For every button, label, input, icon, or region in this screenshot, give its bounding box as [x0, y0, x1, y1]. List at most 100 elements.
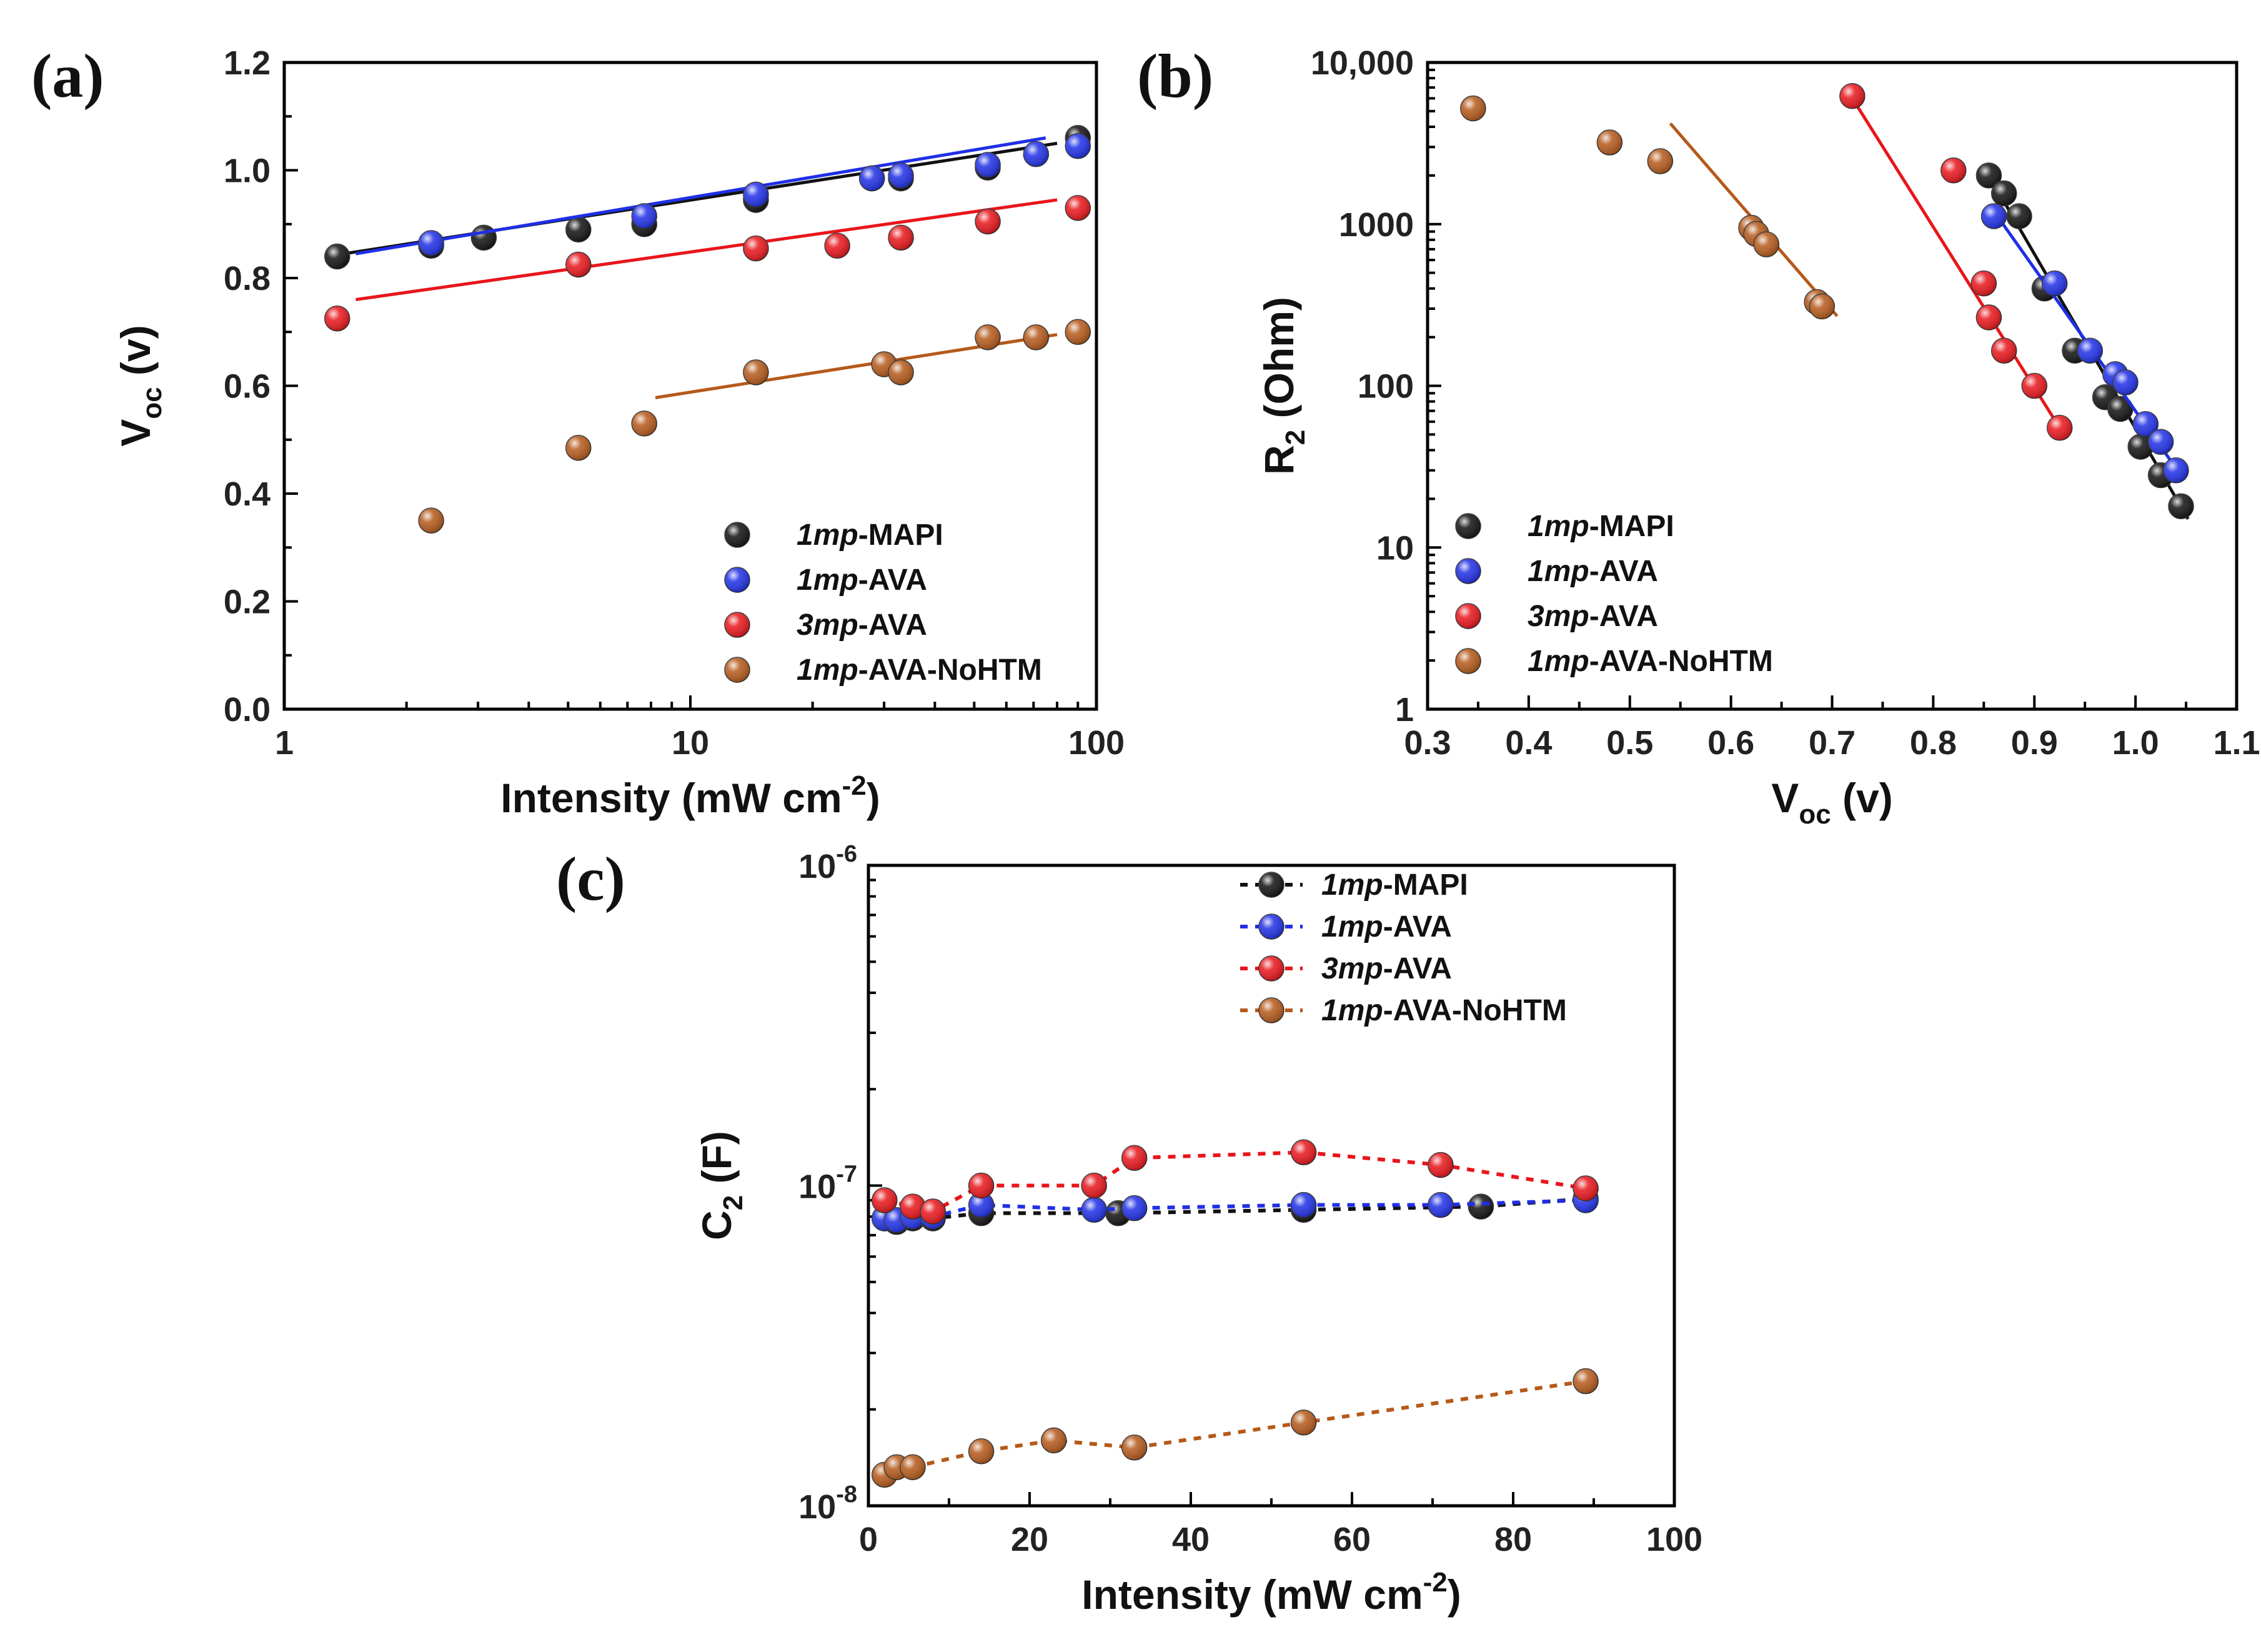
y-tick-label: 100 — [1358, 368, 1414, 406]
data-point — [888, 224, 914, 251]
data-point-shade — [975, 209, 1001, 234]
x-tick-label: 0 — [859, 1521, 878, 1558]
data-point — [631, 203, 657, 229]
x-tick-label: 60 — [1333, 1521, 1371, 1558]
legend: 1mp-MAPI 1mp-AVA 3mp-AVA 1mp-AVA-NoHTM — [1240, 868, 1567, 1027]
x-axis-label: Intensity (mW cm-2) — [500, 770, 880, 821]
fit-line — [1851, 97, 2061, 429]
y-tick-label: 0.6 — [224, 368, 271, 406]
data-point-shade — [1597, 130, 1622, 156]
data-point-shade — [743, 359, 768, 385]
data-point — [1023, 141, 1050, 167]
data-point-shade — [1023, 141, 1049, 167]
legend-marker — [1258, 955, 1285, 982]
data-point-shade — [1065, 319, 1091, 345]
legend-marker — [724, 567, 750, 593]
data-point-shade — [1428, 1192, 1453, 1218]
data-point-shade — [324, 306, 350, 331]
legend-label: 1mp-MAPI — [1528, 510, 1674, 543]
data-point — [1081, 1172, 1107, 1199]
legend-marker — [1258, 997, 1285, 1023]
data-point-shade — [2133, 411, 2159, 437]
data-point-shade — [859, 166, 885, 191]
data-point — [1290, 1192, 1317, 1218]
legend-item: 3mp-AVA — [724, 609, 927, 642]
legend-marker-shade — [725, 657, 750, 682]
data-point-shade — [1468, 1194, 1494, 1220]
data-point — [1990, 180, 2017, 207]
data-point — [1290, 1409, 1317, 1436]
legend: 1mp-MAPI 1mp-AVA 3mp-AVA 1mp-AVA-NoHTM — [724, 519, 1042, 687]
x-tick-label: 0.9 — [2011, 724, 2058, 762]
data-point-shade — [968, 1192, 994, 1218]
data-point — [888, 359, 914, 386]
data-point — [1081, 1197, 1107, 1223]
legend-marker-shade — [1456, 604, 1481, 629]
data-point-shade — [1647, 149, 1673, 174]
fit-line — [355, 198, 1058, 301]
data-point — [888, 162, 914, 189]
data-point — [2168, 493, 2194, 519]
legend-label: 1mp-MAPI — [797, 519, 943, 552]
data-point-shade — [565, 217, 591, 242]
y-tick-label: 1000 — [1339, 206, 1414, 244]
data-point — [2006, 203, 2032, 229]
data-point-shade — [900, 1455, 925, 1480]
data-point-shade — [743, 236, 768, 261]
series-3 — [418, 319, 1091, 534]
x-tick-label: 0.6 — [1707, 724, 1754, 762]
data-point-shade — [1291, 1410, 1316, 1435]
series-2 — [324, 195, 1091, 332]
data-point — [968, 1438, 995, 1465]
legend-marker-shade — [725, 612, 750, 637]
axes-frame — [282, 61, 1098, 711]
data-point-shade — [968, 1173, 994, 1198]
legend-label: 3mp-AVA — [797, 609, 927, 642]
series-1 — [355, 132, 1091, 256]
legend-item: 1mp-AVA-NoHTM — [1455, 645, 1773, 678]
x-axis-label: Voc (v) — [1771, 775, 1892, 830]
legend-item: 1mp-MAPI — [1455, 510, 1674, 543]
data-point-shade — [888, 225, 914, 251]
data-point — [2046, 414, 2073, 441]
data-point-shade — [1041, 1428, 1066, 1453]
data-point-shade — [2112, 370, 2138, 396]
panel-c: (c) 0 20 40 60 80 100 10-8 10-7 10-6 Intensity (mW… — [556, 841, 1702, 1618]
x-tick-label: 1.1 — [2213, 724, 2260, 762]
y-axis-label: Voc (v) — [112, 325, 167, 446]
data-point — [418, 230, 444, 256]
data-point — [1839, 82, 1866, 109]
data-point-shade — [1971, 271, 1997, 296]
legend-marker — [1258, 913, 1285, 940]
legend-marker-shade — [1259, 956, 1284, 981]
data-point-shade — [825, 233, 850, 259]
data-point-shade — [1023, 324, 1049, 350]
data-point-shade — [1976, 162, 2002, 188]
x-tick-label: 0.7 — [1809, 724, 1856, 762]
legend-marker-shade — [725, 567, 750, 592]
data-point — [1428, 1192, 1454, 1218]
data-point — [872, 1187, 898, 1213]
y-tick-label: 10,000 — [1311, 44, 1414, 82]
data-point-shade — [1573, 1368, 1599, 1394]
data-point — [2147, 462, 2174, 489]
data-point — [743, 235, 769, 262]
x-tick-label: 20 — [1011, 1521, 1048, 1558]
x-tick-label: 40 — [1172, 1521, 1210, 1558]
data-point-shade — [2022, 373, 2047, 399]
x-tick-label: 0.8 — [1910, 724, 1957, 762]
legend-label: 3mp-AVA — [1321, 952, 1452, 985]
data-point-shade — [2163, 457, 2189, 483]
legend-marker-shade — [1456, 649, 1481, 674]
data-point-shade — [743, 182, 768, 207]
data-point — [2077, 337, 2104, 364]
data-point-shade — [1081, 1197, 1107, 1223]
series-3 — [1460, 95, 1839, 320]
legend-label: 1mp-AVA — [1528, 555, 1658, 588]
data-point — [1809, 293, 1836, 320]
data-point — [565, 216, 592, 243]
data-point — [858, 165, 885, 192]
data-point-shade — [920, 1198, 946, 1224]
data-point — [743, 181, 769, 208]
